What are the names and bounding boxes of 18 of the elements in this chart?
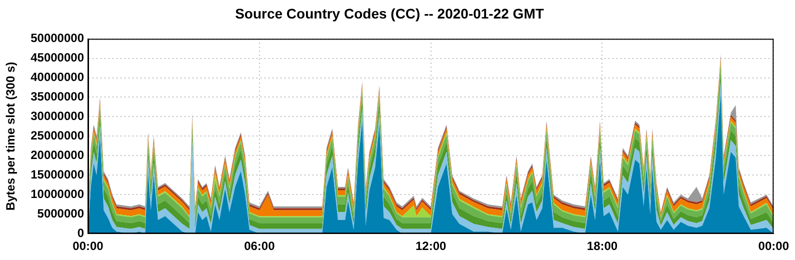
chart-title: Source Country Codes (CC) -- 2020-01-22 GMT (235, 5, 544, 22)
y-tick-label: 20000000 (30, 148, 84, 162)
y-tick-label: 15000000 (30, 167, 84, 182)
y-tick-label: 30000000 (30, 109, 84, 124)
y-tick-label: 50000000 (30, 31, 84, 46)
y-tick-label: 10000000 (30, 186, 84, 201)
x-tick-label: 12:00 (415, 239, 446, 254)
y-tick-label: 35000000 (30, 90, 84, 104)
y-axis-title: Bytes per time slot (300 s) (4, 62, 18, 211)
y-tick-label: 5000000 (37, 206, 84, 220)
x-tick-label: 00:00 (758, 239, 790, 254)
y-tick-label: 0 (77, 226, 84, 240)
y-tick-label: 40000000 (30, 70, 84, 84)
y-tick-label: 25000000 (30, 128, 84, 143)
y-tick-label: 45000000 (30, 50, 84, 65)
x-tick-label: 18:00 (586, 239, 618, 254)
x-tick-label: 06:00 (244, 239, 276, 254)
x-tick-label: 00:00 (72, 239, 104, 254)
